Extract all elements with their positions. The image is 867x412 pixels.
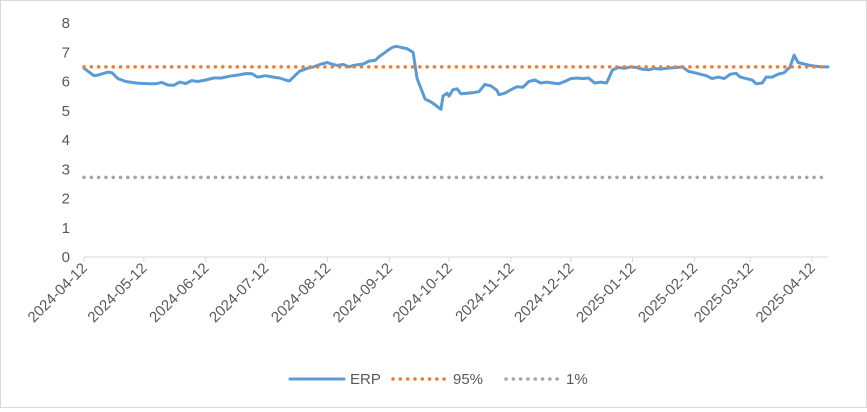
y-tick-label: 5 <box>62 103 70 120</box>
y-tick-label: 3 <box>62 161 70 178</box>
legend-label: 1% <box>566 371 588 388</box>
x-tick-label: 2025-01-12 <box>573 260 639 326</box>
x-tick-label: 2024-06-12 <box>146 260 212 326</box>
y-tick-label: 0 <box>62 249 70 266</box>
x-tick-label: 2025-04-12 <box>753 260 819 326</box>
y-tick-label: 7 <box>62 44 70 61</box>
x-tick-label: 2024-09-12 <box>330 260 396 326</box>
x-tick-label: 2024-07-12 <box>206 260 272 326</box>
x-tick-label: 2024-12-12 <box>511 260 577 326</box>
x-tick-label: 2024-08-12 <box>268 260 334 326</box>
series-line-erp <box>82 44 830 111</box>
x-tick-label: 2025-03-12 <box>691 260 757 326</box>
legend-label: ERP <box>350 371 381 388</box>
x-tick-label: 2025-02-12 <box>635 260 701 326</box>
legend: ERP 95% 1% <box>288 371 588 388</box>
y-tick-label: 4 <box>62 132 70 149</box>
y-tick-label: 1 <box>62 220 70 237</box>
y-tick-label: 6 <box>62 74 70 91</box>
axis-layer: 0123456782024-04-122024-05-122024-06-122… <box>25 15 828 326</box>
x-tick-label: 2024-05-12 <box>84 260 150 326</box>
series-layer <box>82 44 830 180</box>
y-tick-label: 8 <box>62 15 70 32</box>
x-tick-label: 2024-10-12 <box>390 260 456 326</box>
x-tick-label: 2024-11-12 <box>452 260 517 325</box>
y-tick-label: 2 <box>62 191 70 208</box>
legend-label: 95% <box>453 371 483 388</box>
x-tick-label: 2024-04-12 <box>25 260 91 326</box>
